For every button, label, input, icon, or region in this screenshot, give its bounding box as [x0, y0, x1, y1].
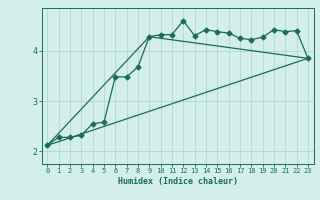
X-axis label: Humidex (Indice chaleur): Humidex (Indice chaleur) [118, 177, 237, 186]
